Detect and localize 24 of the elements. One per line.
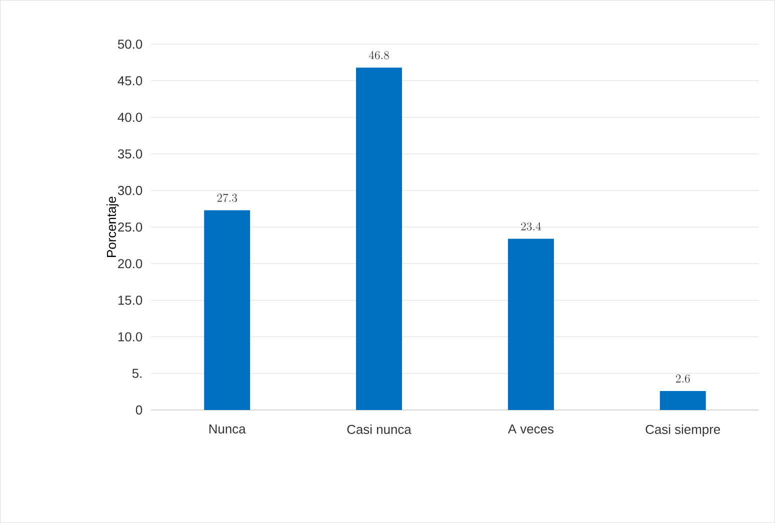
y-tick-label: 25.0 [118,222,142,232]
data-label: 23.4 [521,222,541,230]
y-tick-label: 15.0 [118,296,142,305]
y-axis-title: Porcentaje [106,196,119,257]
data-label: 27.3 [217,194,237,202]
data-label: 2.6 [676,374,690,383]
x-tick-label: Nunca [209,424,246,434]
x-tick-label: A veces [508,424,554,434]
y-tick-label: 40.0 [118,112,142,122]
data-label: 46.8 [368,50,389,60]
y-tick-label: 10.0 [118,332,142,342]
bar [356,68,402,410]
y-tick-label: 20.0 [118,259,142,268]
y-tick-label: 35.0 [118,149,142,158]
y-tick-label: 45.0 [118,76,142,86]
x-tick-label: Casi nunca [347,424,412,434]
y-tick-label: 5. [132,368,142,378]
x-tick-label: Casi siempre [646,424,720,436]
y-tick-label: 30.0 [118,186,142,196]
y-tick-label: 50.0 [118,40,142,49]
bar [204,210,250,410]
y-tick-label: 0 [136,405,142,414]
bar [508,238,554,410]
bar [660,390,706,410]
